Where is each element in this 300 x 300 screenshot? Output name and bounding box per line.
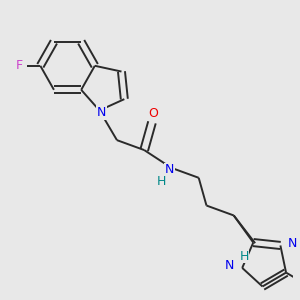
Text: N: N (225, 260, 234, 272)
Text: O: O (148, 107, 158, 120)
Text: H: H (239, 250, 249, 262)
Text: N: N (97, 106, 106, 119)
Text: N: N (165, 164, 174, 176)
Text: H: H (157, 175, 166, 188)
Text: F: F (15, 59, 22, 72)
Text: N: N (288, 237, 298, 250)
